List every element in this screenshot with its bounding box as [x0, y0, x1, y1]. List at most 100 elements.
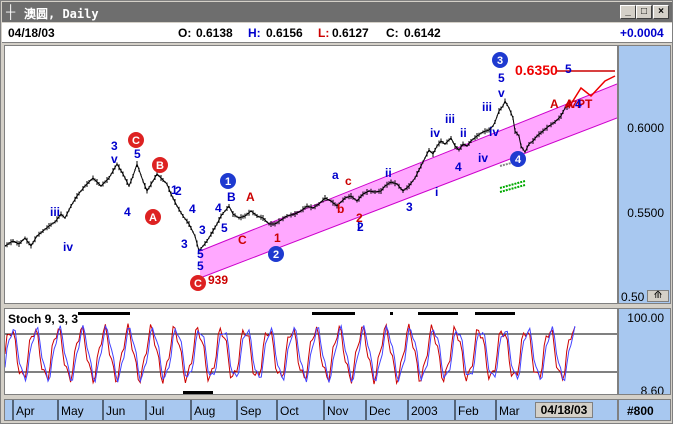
stoch-tick-low: 8.60	[640, 384, 664, 395]
open-label: O:	[178, 26, 192, 40]
wave-label: ii	[385, 166, 392, 180]
wave-label: 4	[215, 201, 222, 215]
wave-label: ii	[460, 126, 467, 140]
low-label: L:	[318, 26, 330, 40]
signal-bar-4	[418, 312, 458, 315]
wave-label: 5	[498, 71, 505, 85]
close-label: C:	[386, 26, 399, 40]
indicator-label: Stoch 9, 3, 3	[8, 312, 78, 326]
wave-label: A	[565, 97, 574, 111]
circled-wave-labels: C B A C 1 2 3 4	[128, 52, 526, 291]
wave-label: 5	[197, 247, 204, 261]
wave-label: v	[111, 152, 118, 166]
high-value: 0.6156	[266, 26, 303, 40]
circle-b	[152, 157, 168, 173]
wave-label: 3	[181, 237, 188, 251]
circle-1-text: 1	[225, 176, 231, 188]
wave-label: 2	[356, 211, 363, 225]
wave-label: C	[238, 233, 247, 247]
month-may: May	[61, 404, 84, 418]
wave-label: 4	[189, 202, 196, 216]
circle-c-top	[128, 132, 144, 148]
close-button[interactable]: ×	[653, 5, 669, 19]
wave-label: iv	[489, 125, 499, 139]
wave-label: 4	[455, 160, 462, 174]
wave-label: 5	[197, 259, 204, 273]
circle-3-text: 3	[497, 55, 503, 67]
month-sep: Sep	[240, 404, 262, 418]
wave-label: i	[357, 220, 360, 234]
projection-arrow	[570, 75, 616, 105]
wave-label: 1	[171, 183, 178, 197]
signal-bar-1	[78, 312, 130, 315]
price-bars	[5, 98, 570, 254]
wave-label: iii	[445, 112, 455, 126]
price-chart-pane[interactable]: 0.6350 5 PT 47 C B A C 1 2 3 4 939 iii iv	[4, 45, 618, 304]
month-aug: Aug	[194, 404, 216, 418]
wave-label: iii	[482, 100, 492, 114]
wave-label: iv	[63, 240, 73, 254]
signal-bar-3	[390, 312, 393, 315]
price-tick-050: 0.50	[621, 290, 645, 304]
window-title: 澳圆, Daily	[24, 7, 99, 21]
info-date: 04/18/03	[8, 26, 55, 40]
low-value: 0.6127	[332, 26, 369, 40]
signal-bar-2	[312, 312, 355, 315]
wave-label: 4	[124, 205, 131, 219]
stoch-pane[interactable]: Stoch 9, 3, 3	[4, 308, 618, 395]
zoom-box[interactable]: #800	[618, 399, 671, 421]
month-oct: Oct	[280, 404, 299, 418]
wave-label: B	[227, 190, 236, 204]
wave-label: 5	[221, 221, 228, 235]
price-tick-0600: 0.6000	[627, 121, 664, 135]
month-jul: Jul	[149, 404, 165, 418]
price-axis[interactable]: 0.6000 0.5500 0.50 ⟰	[618, 45, 671, 304]
stoch-d-line	[5, 324, 576, 384]
pt-prefix: 47	[565, 99, 577, 111]
scale-button[interactable]: ⟰	[647, 290, 669, 302]
stoch-svg: Stoch 9, 3, 3	[5, 312, 617, 394]
circle-1	[220, 173, 236, 189]
stoch-tick-100: 100.00	[627, 311, 664, 325]
minimize-button[interactable]: _	[620, 5, 636, 19]
target-wave-5: 5	[565, 62, 572, 76]
month-feb: Feb	[458, 404, 479, 418]
year-2003: 2003	[411, 404, 438, 418]
wave-label: v	[498, 86, 505, 100]
wave-label: A	[246, 190, 255, 204]
circle-c-low-text: C	[194, 278, 202, 290]
circle-a-text: A	[149, 212, 157, 224]
wave-label: a	[332, 168, 339, 182]
month-apr: Apr	[16, 404, 35, 418]
month-nov: Nov	[327, 404, 349, 418]
time-axis[interactable]: Apr May Jun Jul Aug Sep Oct Nov Dec 2003…	[4, 399, 618, 421]
zoom-value: #800	[627, 404, 654, 418]
circle-4-text: 4	[515, 154, 522, 166]
wave-label: iv	[478, 151, 488, 165]
close-value: 0.6142	[404, 26, 441, 40]
wave-label: 2	[175, 184, 182, 198]
current-date-box[interactable]: 04/18/03	[535, 402, 593, 418]
maximize-button[interactable]: □	[636, 5, 652, 19]
high-label: H:	[248, 26, 261, 40]
wave-label: 2	[357, 220, 364, 234]
price-tick-0550: 0.5500	[627, 206, 664, 220]
circle-c-top-text: C	[132, 135, 140, 147]
title-bar[interactable]: ┼ 澳圆, Daily _ □ ×	[2, 2, 672, 22]
stoch-axis[interactable]: 100.00 8.60	[618, 308, 671, 395]
month-jun: Jun	[106, 404, 126, 418]
circle-2-text: 2	[273, 249, 279, 261]
app-icon: ┼	[6, 4, 16, 19]
open-value: 0.6138	[196, 26, 233, 40]
target-price: 0.6350	[515, 62, 558, 78]
month-ticks	[12, 400, 497, 420]
signal-bar-6	[183, 391, 213, 394]
circle-2	[268, 246, 284, 262]
green-marker-1	[499, 180, 526, 189]
wave-label: c	[345, 174, 352, 188]
change-value: +0.0004	[620, 26, 664, 40]
wave-label: i	[435, 185, 438, 199]
circle-4	[510, 151, 526, 167]
